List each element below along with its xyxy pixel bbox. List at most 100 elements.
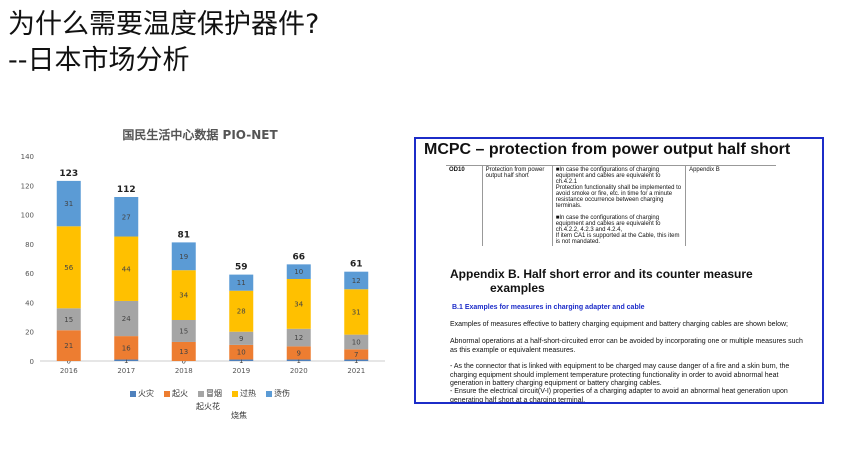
- legend-sublabel: 烧焦: [231, 411, 247, 420]
- data-label: 10: [237, 349, 246, 357]
- legend-swatch: [198, 390, 204, 397]
- data-label: 9: [297, 349, 301, 357]
- bar-segment: [344, 334, 369, 350]
- bar-segment: [286, 359, 311, 361]
- slide-title: 为什么需要温度保护器件?: [8, 9, 320, 40]
- data-label: 10: [294, 268, 303, 276]
- data-label: 16: [122, 344, 131, 352]
- appendix-title-line: Appendix B. Half short error and its cou…: [450, 267, 753, 281]
- y-tick-label: 0: [30, 358, 34, 366]
- legend-label: 起火: [172, 389, 188, 398]
- legend-swatch: [266, 390, 272, 397]
- y-tick-label: 80: [25, 241, 34, 249]
- bar-segment: [114, 359, 139, 361]
- y-tick-label: 140: [21, 153, 34, 161]
- requirement-line: If item CA1 is supported at the Cable, t…: [555, 233, 680, 245]
- data-label: 11: [237, 279, 246, 287]
- bar-segment: [56, 226, 81, 309]
- data-label: 7: [354, 351, 358, 359]
- legend-label: 过热: [240, 389, 256, 398]
- bar-segment: [56, 308, 81, 331]
- data-label: 56: [64, 264, 73, 272]
- legend-label: 烫伤: [274, 389, 290, 398]
- bar-segment: [344, 359, 369, 361]
- bar-segment: [344, 349, 369, 360]
- chart-container: 国民生活中心数据 PIO-NET 0 20 40 60 80 100 120 140 0 21 15…: [0, 118, 400, 420]
- data-label: 13: [179, 348, 188, 356]
- bar-segment: [286, 346, 311, 360]
- total-label: 112: [117, 185, 136, 195]
- requirement-table: OD10 Protection from power output half s…: [446, 165, 776, 246]
- data-label: 27: [122, 213, 131, 221]
- legend-item: 起火: [164, 388, 188, 399]
- data-label: 31: [64, 200, 73, 208]
- bar-segment: [286, 264, 311, 279]
- document-panel: MCPC – protection from power output half…: [414, 137, 824, 404]
- x-tick-label: 2017: [117, 367, 135, 375]
- bar-segment: [229, 359, 254, 361]
- requirement-line: ■In case the configurations of charging …: [555, 167, 661, 185]
- slide-subtitle: --日本市场分析: [8, 45, 190, 76]
- total-label: 81: [177, 230, 190, 240]
- total-label: 61: [350, 260, 363, 270]
- data-label: 12: [294, 334, 303, 342]
- data-label: 1: [354, 357, 358, 365]
- paragraph: - As the connector that is linked with e…: [450, 363, 790, 387]
- legend-swatch: [164, 390, 170, 397]
- x-tick-label: 2016: [60, 367, 78, 375]
- table-row: OD10 Protection from power output half s…: [446, 165, 776, 246]
- bar-segment: [344, 289, 369, 335]
- data-label: 31: [352, 308, 361, 316]
- legend-label: 火灾: [138, 389, 154, 398]
- legend-swatch: [232, 390, 238, 397]
- data-label: 24: [122, 315, 131, 323]
- appendix-title: Appendix B. Half short error and its cou…: [450, 267, 753, 295]
- y-tick-label: 60: [25, 270, 34, 278]
- data-label: 21: [64, 342, 73, 350]
- bar-segment: [286, 279, 311, 329]
- data-label: 15: [64, 316, 73, 324]
- total-label: 66: [292, 252, 305, 262]
- requirement-line: ■In case the configurations of charging …: [555, 215, 661, 233]
- legend-swatch: [130, 390, 136, 397]
- table-cell-requirement: ■In case the configurations of charging …: [551, 165, 686, 246]
- chart-title: 国民生活中心数据 PIO-NET: [122, 128, 278, 142]
- bar-segment: [344, 271, 369, 290]
- data-label: 34: [294, 300, 303, 308]
- document-heading: MCPC – protection from power output half…: [424, 141, 791, 158]
- data-label: 1: [239, 357, 243, 365]
- data-label: 0: [182, 358, 186, 366]
- legend-label: 冒烟: [206, 389, 222, 398]
- stacked-bar-chart: 0204060801001201400211556311232016116244…: [21, 153, 385, 375]
- table-cell-reference: Appendix B: [685, 165, 776, 246]
- bar-segment: [286, 328, 311, 347]
- requirement-line: Protection functionality shall be implem…: [555, 185, 682, 209]
- bar-segment: [229, 274, 254, 291]
- chart-legend: 火灾 起火 冒烟 过热 烫伤: [130, 388, 290, 399]
- bar-segment: [114, 336, 139, 360]
- bar-segment: [171, 320, 196, 342]
- table-cell-item: Protection from power output half short: [481, 165, 553, 246]
- bar-segment: [229, 344, 254, 360]
- data-label: 34: [179, 292, 188, 300]
- data-label: 9: [239, 335, 243, 343]
- data-label: 12: [352, 277, 361, 285]
- total-label: 59: [235, 263, 248, 273]
- legend-item: 火灾: [130, 388, 154, 399]
- data-label: 44: [122, 265, 131, 273]
- appendix-title-line: examples: [490, 281, 545, 295]
- section-heading: B.1 Examples for measures in charging ad…: [452, 304, 645, 311]
- y-tick-label: 40: [25, 299, 34, 307]
- x-tick-label: 2019: [232, 367, 250, 375]
- bar-segment: [56, 180, 81, 227]
- bar-segment: [114, 197, 139, 237]
- bar-segment: [171, 242, 196, 271]
- legend-item: 过热: [232, 388, 256, 399]
- paragraph: Abnormal operations at a half-short-circ…: [450, 338, 803, 354]
- data-label: 19: [179, 253, 188, 261]
- legend-item: 冒烟: [198, 388, 222, 399]
- data-label: 15: [179, 327, 188, 335]
- bar-segment: [114, 236, 139, 301]
- x-tick-label: 2018: [175, 367, 193, 375]
